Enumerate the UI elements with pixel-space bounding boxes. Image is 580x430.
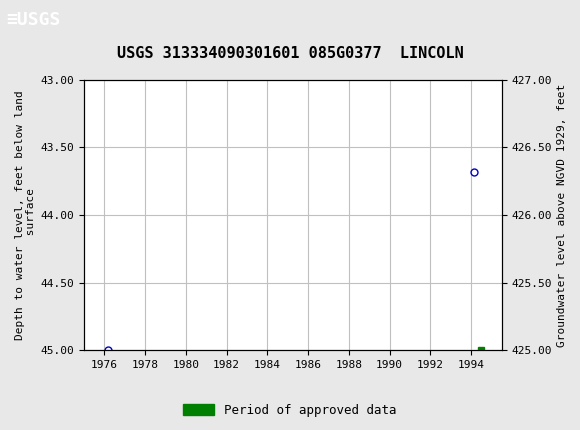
Text: USGS 313334090301601 085G0377  LINCOLN: USGS 313334090301601 085G0377 LINCOLN [117, 46, 463, 61]
Legend: Period of approved data: Period of approved data [178, 399, 402, 421]
Text: ≡USGS: ≡USGS [6, 12, 60, 29]
Y-axis label: Depth to water level, feet below land
 surface: Depth to water level, feet below land su… [15, 90, 37, 340]
Y-axis label: Groundwater level above NGVD 1929, feet: Groundwater level above NGVD 1929, feet [557, 83, 567, 347]
